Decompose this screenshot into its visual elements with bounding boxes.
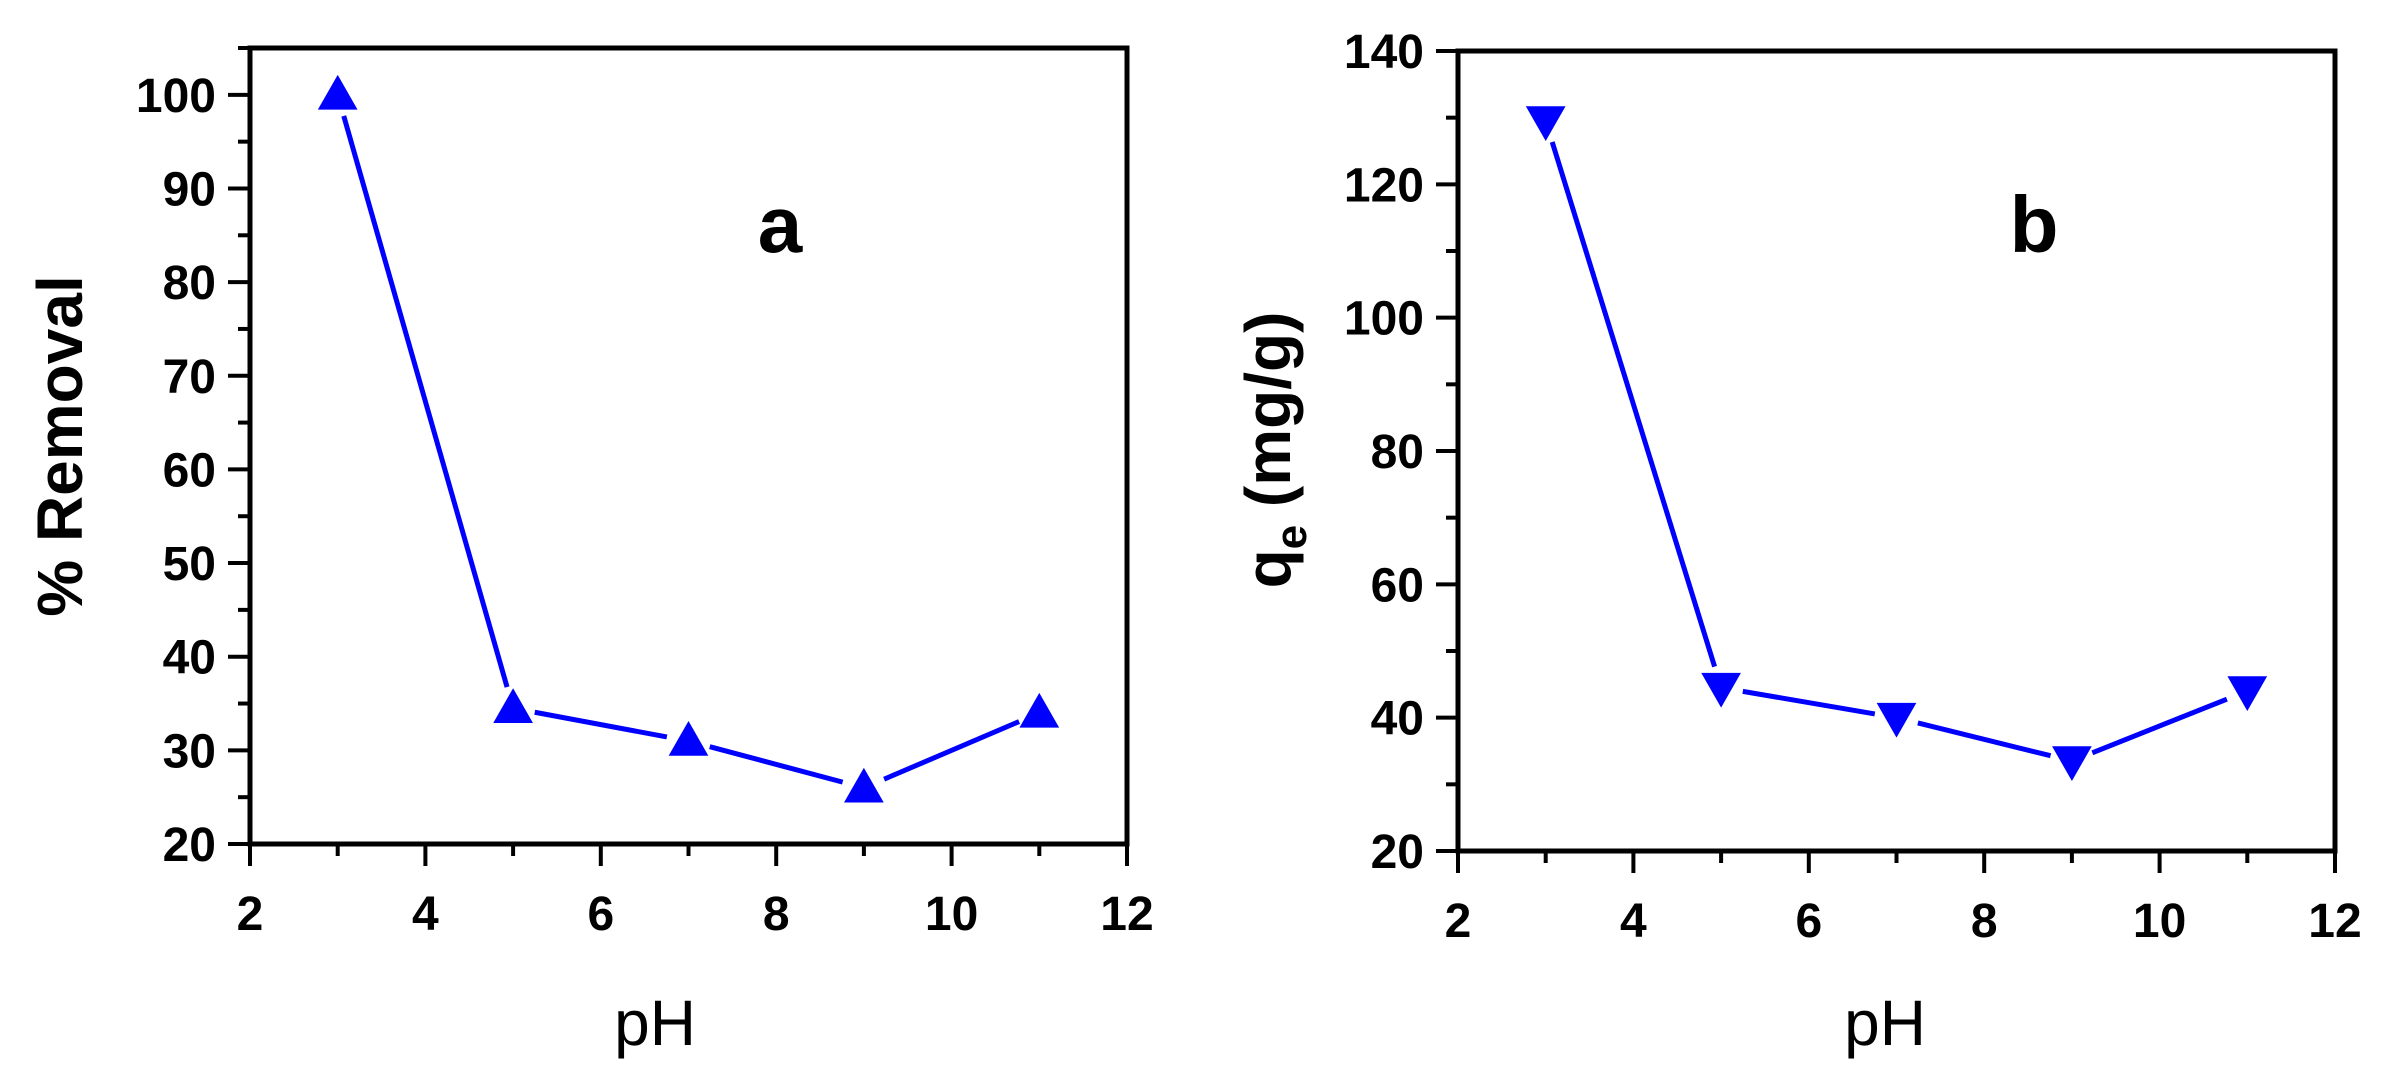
panel-a-y-tick-label: 20 (163, 819, 216, 872)
panel-a-x-tick-label: 2 (237, 888, 264, 941)
panel-a-y-tick-label: 100 (136, 70, 216, 123)
panel-a-y-tick-label: 80 (163, 257, 216, 310)
panel-a-data-point (493, 688, 533, 723)
panel-a-label: a (758, 180, 803, 269)
panel-b-x-tick-label: 10 (2133, 895, 2186, 948)
panel-b-data-point (2052, 746, 2092, 782)
panel-b-y-tick-labels: 20 40 60 80 100 120 140 (1344, 26, 1424, 879)
panel-a-y-tick-label: 50 (163, 538, 216, 591)
panel-a-y-tick-labels: 20 30 40 50 60 70 80 90 100 (136, 70, 216, 872)
panel-a-x-tick-label: 12 (1100, 888, 1153, 941)
panel-b-series-segment (2091, 696, 2228, 756)
panel-a-chart: 2 4 6 8 10 12 20 30 40 50 60 70 80 90 100 a pH % Remo… (24, 45, 1154, 1059)
panel-b-data-point (1876, 702, 1917, 738)
panel-a-series-segment (534, 709, 668, 740)
panel-b-y-tick-label: 40 (1371, 693, 1424, 746)
panel-a-y-tick-label: 40 (163, 632, 216, 685)
panel-b-y-axis-title-unit: (mg/g) (1232, 312, 1304, 525)
panel-a-y-tick-label: 60 (163, 444, 216, 497)
panel-b-x-tick-label: 12 (2308, 895, 2361, 948)
panel-b-x-tick-label: 8 (1971, 895, 1998, 948)
panel-b-y-tick-label: 120 (1344, 159, 1424, 212)
panel-b-x-tick-label: 2 (1445, 895, 1472, 948)
panel-b-y-tick-label: 80 (1371, 426, 1424, 479)
panel-a-data-point (668, 720, 709, 756)
panel-a-x-tick-labels: 2 4 6 8 10 12 (237, 888, 1154, 941)
panel-b-x-tick-labels: 2 4 6 8 10 12 (1445, 895, 2362, 948)
panel-a-data-point (1019, 692, 1060, 728)
panel-b-x-tick-label: 4 (1620, 895, 1647, 948)
panel-b-data-point (2227, 676, 2268, 712)
panel-b-series-segment (1742, 688, 1876, 717)
panel-b-label: b (2010, 180, 2059, 269)
panel-a-data-point (317, 74, 358, 110)
panel-b-ticks (1436, 49, 2337, 873)
panel-b-series (1525, 106, 2268, 782)
panel-b-series-segment (1549, 141, 1717, 668)
panel-b-y-tick-label: 20 (1371, 826, 1424, 879)
panel-a-data-point (844, 767, 884, 803)
panel-b-y-tick-label: 140 (1344, 26, 1424, 79)
panel-b-y-axis-title-main: q (1232, 549, 1304, 588)
panel-b-x-tick-label: 6 (1795, 895, 1822, 948)
panel-a-x-tick-label: 8 (763, 888, 790, 941)
panel-a-x-axis-title: pH (614, 987, 696, 1059)
panel-a-series-segment (883, 719, 1021, 782)
panel-a-y-tick-label: 30 (163, 725, 216, 778)
panel-a-x-tick-label: 4 (412, 888, 439, 941)
panel-a-x-tick-label: 10 (925, 888, 978, 941)
panel-b-series-segment (1917, 720, 2052, 759)
panel-b-y-axis-title-subscript: e (1267, 525, 1316, 549)
panel-a-series-segment (709, 744, 844, 785)
panel-a-y-tick-label: 70 (163, 351, 216, 404)
panel-b-data-point (1701, 672, 1741, 708)
panel-b-chart: 2 4 6 8 10 12 20 40 60 80 100 120 140 b pH qe (mg/g… (1232, 26, 2362, 1059)
panel-a-x-tick-label: 6 (587, 888, 614, 941)
panel-a-ticks (228, 46, 1129, 866)
panel-b-x-axis-title: pH (1844, 987, 1926, 1059)
panel-a-y-tick-label: 90 (163, 163, 216, 216)
panel-b-y-tick-label: 60 (1371, 559, 1424, 612)
panel-a-y-axis-title: % Removal (24, 275, 96, 616)
panel-b-y-axis-title: qe (mg/g) (1232, 312, 1316, 589)
panel-b-y-tick-label: 100 (1344, 293, 1424, 346)
panel-a-series (317, 74, 1060, 803)
panel-a-series-segment (341, 115, 510, 688)
panel-b-data-point (1525, 106, 1566, 142)
